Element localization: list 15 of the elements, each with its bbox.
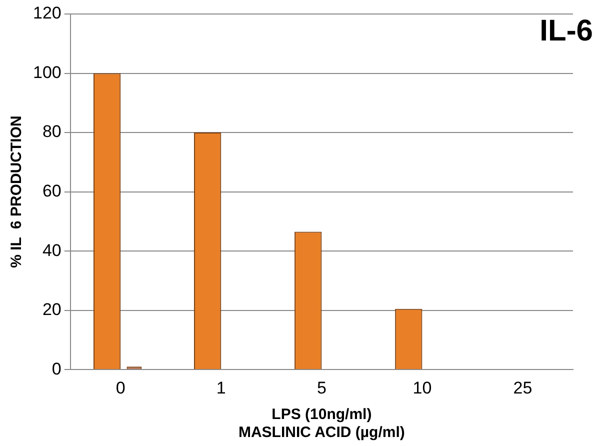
x-tick-label: 1 bbox=[216, 378, 226, 398]
x-axis-title: LPS (10ng/ml) MASLINIC ACID (µg/ml) bbox=[238, 406, 405, 442]
y-tick-label: 100 bbox=[32, 62, 62, 82]
y-tick-label: 0 bbox=[52, 359, 62, 378]
y-tick-label: 120 bbox=[32, 4, 62, 23]
y-tick-label: 60 bbox=[42, 181, 62, 200]
x-tick-label: 0 bbox=[116, 378, 126, 398]
y-tick-label: 20 bbox=[42, 300, 62, 320]
x-tick-label: 5 bbox=[316, 378, 326, 398]
y-tick-label: 80 bbox=[42, 122, 62, 142]
y-axis-title: % IL 6 PRODUCTION bbox=[8, 116, 26, 268]
y-tick-label: 40 bbox=[42, 240, 62, 260]
x-tick-label: 10 bbox=[412, 378, 432, 398]
chart-title: IL-6 bbox=[540, 14, 593, 48]
x-tick-label: 25 bbox=[513, 378, 532, 398]
